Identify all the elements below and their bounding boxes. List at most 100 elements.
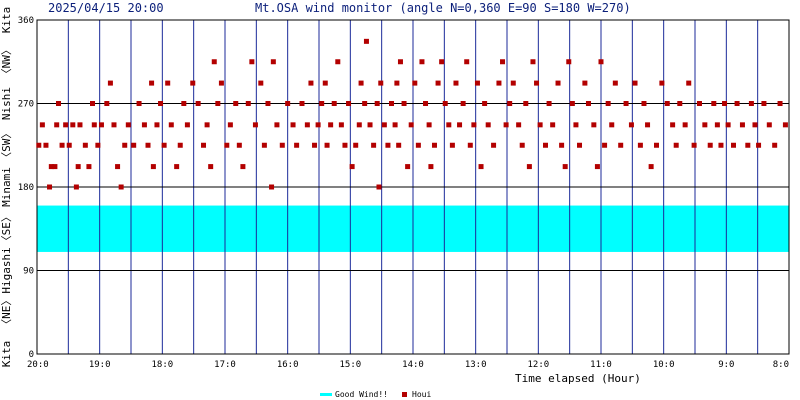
x-tick-label: 13:0	[465, 360, 487, 370]
data-point	[394, 80, 400, 86]
data-point	[136, 101, 142, 106]
data-point	[240, 164, 246, 170]
data-point	[208, 164, 214, 170]
data-point	[449, 142, 455, 148]
data-point	[73, 184, 79, 190]
data-point	[485, 122, 491, 128]
data-point	[670, 122, 676, 128]
data-point	[482, 101, 488, 106]
data-point	[258, 80, 264, 86]
data-point	[362, 101, 368, 106]
data-point	[190, 80, 196, 86]
data-point	[460, 101, 466, 106]
data-point	[59, 142, 65, 148]
data-point	[772, 142, 778, 148]
data-point	[446, 122, 452, 128]
data-point	[503, 122, 509, 128]
data-point	[396, 142, 402, 148]
data-point	[245, 101, 251, 106]
data-point	[766, 122, 772, 128]
data-point	[745, 142, 751, 148]
y-direction-label: Kita	[0, 341, 13, 368]
y-tick-label: 0	[29, 350, 34, 360]
data-point	[224, 142, 230, 148]
data-point	[115, 164, 121, 170]
y-direction-label: Nishi	[0, 87, 13, 120]
data-point	[125, 122, 131, 128]
data-point	[358, 80, 364, 86]
data-point	[374, 101, 380, 106]
data-point	[36, 142, 42, 148]
data-point	[550, 122, 556, 128]
data-point	[605, 101, 611, 106]
data-point	[582, 80, 588, 86]
data-point	[752, 122, 758, 128]
data-point	[423, 101, 429, 106]
data-point	[756, 142, 762, 148]
data-point	[555, 80, 561, 86]
data-point	[641, 101, 647, 106]
data-point	[594, 164, 600, 170]
data-point	[335, 59, 341, 65]
data-point	[290, 122, 296, 128]
data-point	[161, 142, 167, 148]
data-point	[315, 122, 321, 128]
data-point	[304, 122, 310, 128]
data-point	[274, 122, 280, 128]
data-point	[378, 80, 384, 86]
data-point	[48, 164, 54, 170]
data-point	[91, 122, 97, 128]
data-point	[177, 142, 183, 148]
data-point	[664, 101, 670, 106]
legend-label-good-wind: Good Wind!!	[335, 390, 388, 399]
data-point	[682, 122, 688, 128]
y-direction-label: Kita	[0, 7, 13, 34]
x-tick-label: 17:0	[214, 360, 236, 370]
x-tick-label: 20:0	[27, 360, 49, 370]
data-point	[211, 59, 217, 65]
data-point	[734, 101, 740, 106]
data-point	[385, 142, 391, 148]
y-tick-label: 360	[18, 16, 34, 26]
chart-title: Mt.OSA wind monitor (angle N=0,360 E=90 …	[255, 1, 631, 15]
data-point	[215, 101, 221, 106]
data-point	[389, 101, 395, 106]
data-point	[714, 122, 720, 128]
data-point	[154, 122, 160, 128]
x-tick-label: 12:0	[527, 360, 549, 370]
data-point	[75, 164, 81, 170]
data-point	[457, 122, 463, 128]
data-point	[654, 142, 660, 148]
data-point	[82, 142, 88, 148]
data-point	[141, 122, 147, 128]
x-tick-label: 19:0	[89, 360, 111, 370]
data-point	[77, 122, 83, 128]
data-point	[227, 122, 233, 128]
data-point	[63, 122, 69, 128]
x-tick-label: 14:0	[402, 360, 424, 370]
data-point	[628, 122, 634, 128]
data-point	[218, 80, 224, 86]
data-point	[195, 101, 201, 106]
data-point	[118, 184, 124, 190]
legend-swatch-good-wind	[320, 393, 332, 396]
data-point	[201, 142, 207, 148]
y-tick-label: 270	[18, 100, 34, 110]
data-point	[397, 59, 403, 65]
data-point	[104, 101, 110, 106]
data-point	[279, 142, 285, 148]
legend: Good Wind!! Houi	[320, 390, 431, 399]
data-point	[761, 101, 767, 106]
data-point	[577, 142, 583, 148]
data-point	[474, 80, 480, 86]
data-point	[107, 80, 113, 86]
data-point	[158, 101, 164, 106]
data-point	[609, 122, 615, 128]
y-tick-labels: 0 90 180 270 360	[18, 16, 34, 360]
data-point	[204, 122, 210, 128]
data-point	[294, 142, 300, 148]
data-point	[150, 164, 156, 170]
data-point	[412, 80, 418, 86]
data-point	[439, 59, 445, 65]
